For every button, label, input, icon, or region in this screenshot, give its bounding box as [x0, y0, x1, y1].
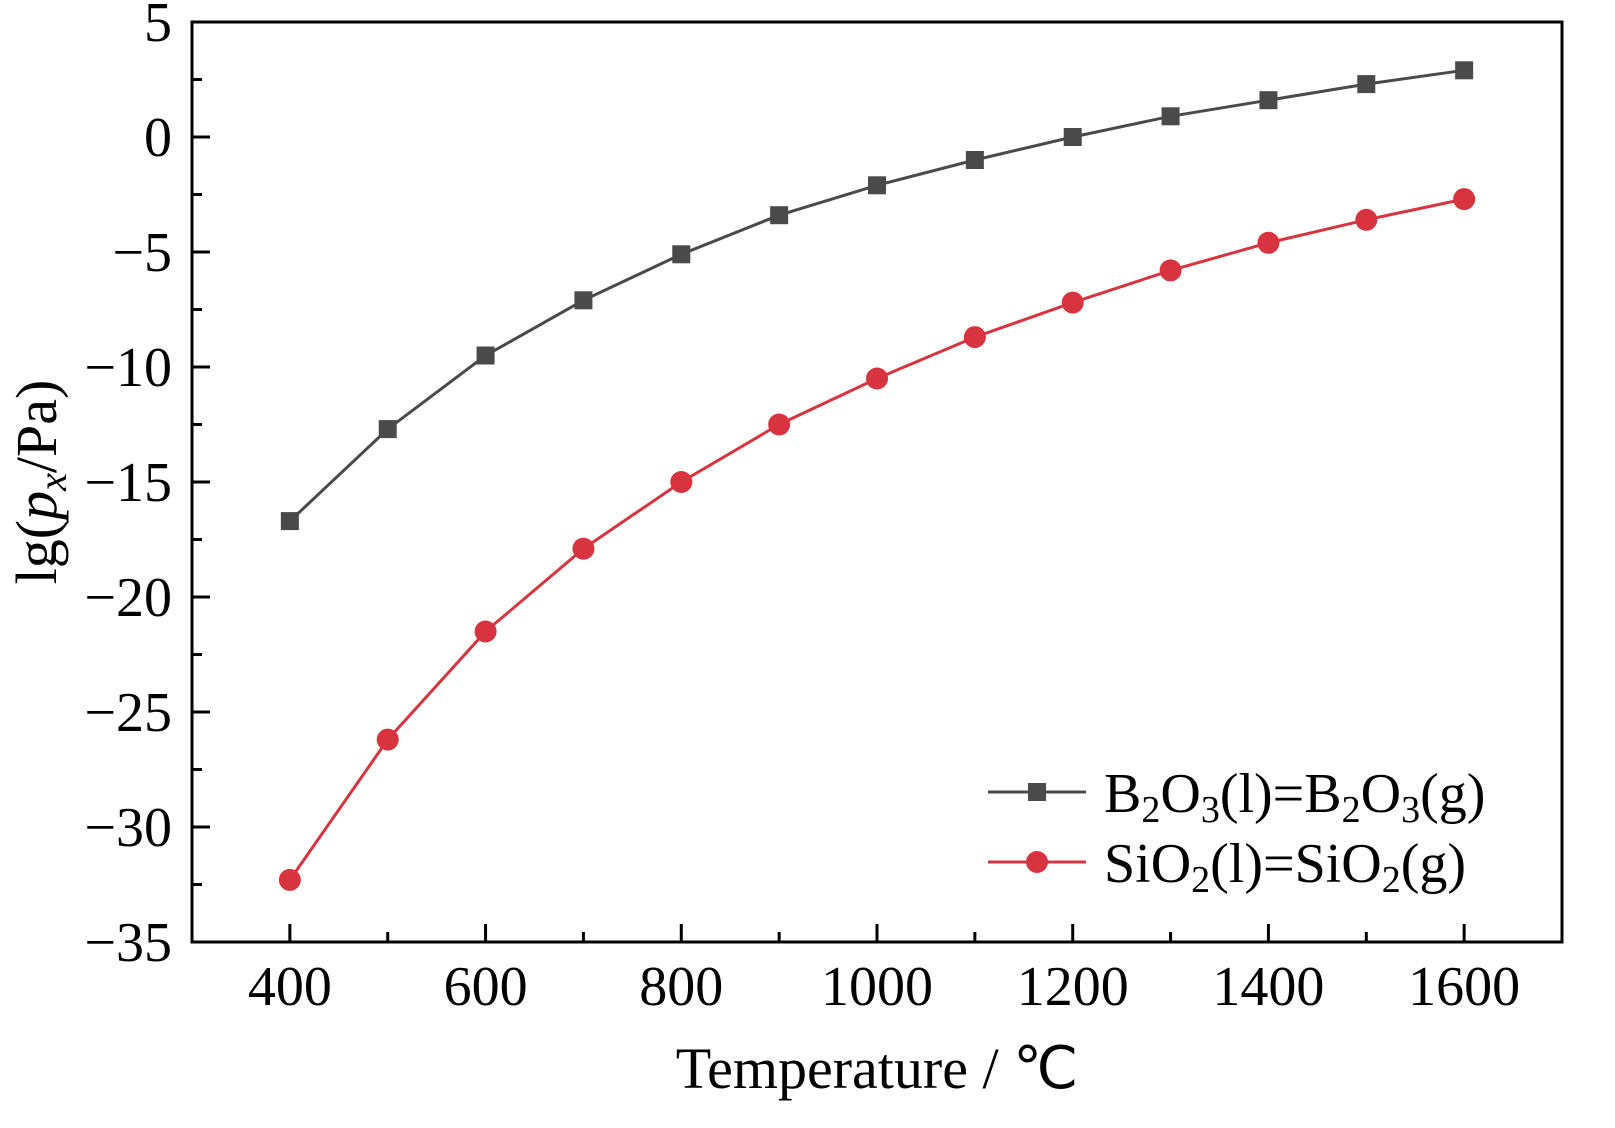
y-tick-label: −5 [112, 222, 172, 284]
legend-label-sio2: SiO2(l)=SiO2(g) [1104, 833, 1466, 901]
y-axis-label: lg(px/Pa) [4, 380, 75, 585]
data-point-sio2 [474, 620, 497, 643]
data-point-b2o3 [1357, 75, 1376, 94]
y-tick-label: 0 [144, 107, 172, 169]
legend-label-part: (l)=B [1220, 763, 1342, 825]
y-axis-label-prefix: lg( [4, 520, 69, 584]
x-tick-label: 1600 [1408, 956, 1520, 1018]
data-point-sio2 [572, 537, 595, 560]
legend-label-part: 3 [1401, 789, 1420, 831]
data-point-b2o3 [1063, 128, 1082, 146]
data-point-b2o3 [965, 151, 984, 169]
legend-label-part: 2 [1141, 789, 1160, 831]
legend-label-part: O [1160, 763, 1200, 825]
legend-label-part: 2 [1342, 789, 1361, 831]
data-point-sio2 [768, 413, 791, 436]
data-point-sio2 [1061, 291, 1084, 314]
y-tick-label: 5 [144, 0, 172, 54]
series-line-b2o3 [288, 68, 1465, 523]
y-tick-label: −10 [84, 337, 172, 399]
x-axis-label: Temperature / ℃ [676, 1036, 1078, 1101]
legend-label-part: SiO [1104, 833, 1191, 895]
x-tick-label: 600 [444, 956, 528, 1018]
y-tick-label: −30 [84, 797, 172, 859]
plot-frame [190, 20, 1564, 944]
y-tick-label: −20 [84, 567, 172, 629]
tick-labels: 400 600 800 1000 1200 1400 1600 5 0 −5 −10 −15 −20 −2… [84, 0, 1520, 1018]
data-point-sio2 [670, 471, 693, 493]
y-axis-label-var: p [4, 491, 69, 524]
y-tick-label: −25 [84, 682, 172, 744]
y-tick-label: −35 [84, 912, 172, 974]
x-tick-label: 800 [639, 956, 723, 1018]
data-point-b2o3 [868, 176, 886, 195]
legend-label-part: O [1361, 763, 1401, 825]
data-point-b2o3 [378, 420, 397, 439]
data-point-b2o3 [574, 291, 593, 310]
data-point-b2o3 [1259, 91, 1278, 110]
data-point-b2o3 [476, 346, 495, 365]
legend-label-part: (l)=SiO [1210, 833, 1382, 895]
legend-label-b2o3: B2O3(l)=B2O3(g) [1104, 763, 1485, 831]
legend-label-part: (g) [1401, 833, 1466, 895]
data-point-sio2 [278, 868, 301, 891]
y-tick-label: −15 [84, 452, 172, 514]
x-tick-label: 1200 [1017, 956, 1129, 1018]
data-point-sio2 [1159, 259, 1182, 282]
data-point-sio2 [963, 326, 986, 349]
data-point-b2o3 [770, 206, 789, 225]
x-tick-label: 1000 [821, 956, 933, 1018]
legend-marker-b2o3 [1028, 783, 1046, 801]
y-axis-label-suffix: /Pa) [4, 380, 69, 473]
data-point-sio2 [1453, 188, 1476, 211]
y-axis-label-sub: x [30, 473, 75, 492]
data-point-b2o3 [1455, 61, 1474, 80]
legend: B2O3(l)=B2O3(g)SiO2(l)=SiO2(g) [988, 763, 1485, 901]
legend-label-part: 3 [1201, 789, 1220, 831]
legend-label-part: (g) [1420, 763, 1485, 825]
x-tick-label: 400 [248, 956, 332, 1018]
series-layer [278, 61, 1476, 891]
legend-label-part: 2 [1191, 859, 1210, 901]
legend-label-part: 2 [1382, 859, 1401, 901]
data-point-b2o3 [1161, 107, 1180, 126]
legend-marker-sio2 [1026, 851, 1048, 873]
data-point-sio2 [866, 367, 888, 390]
data-point-sio2 [376, 728, 399, 751]
data-point-sio2 [1355, 208, 1378, 231]
x-tick-label: 1400 [1212, 956, 1324, 1018]
data-point-b2o3 [672, 245, 691, 264]
legend-label-part: B [1104, 763, 1141, 825]
data-point-sio2 [1257, 231, 1280, 254]
data-point-b2o3 [280, 512, 299, 531]
